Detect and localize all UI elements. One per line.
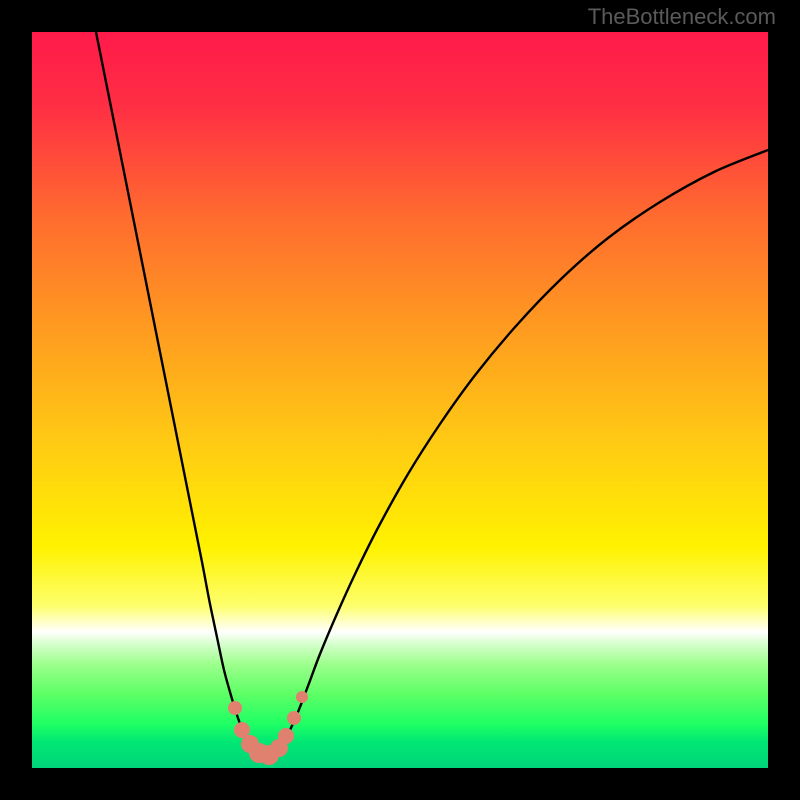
trough-marker — [228, 701, 242, 715]
trough-marker — [278, 728, 294, 744]
curve-layer — [32, 32, 768, 768]
trough-marker — [287, 711, 301, 725]
curve-left — [96, 32, 266, 757]
trough-marker — [296, 691, 308, 703]
trough-markers — [228, 691, 308, 765]
watermark-text: TheBottleneck.com — [588, 4, 776, 30]
curve-right — [266, 150, 768, 757]
plot-area — [32, 32, 768, 768]
